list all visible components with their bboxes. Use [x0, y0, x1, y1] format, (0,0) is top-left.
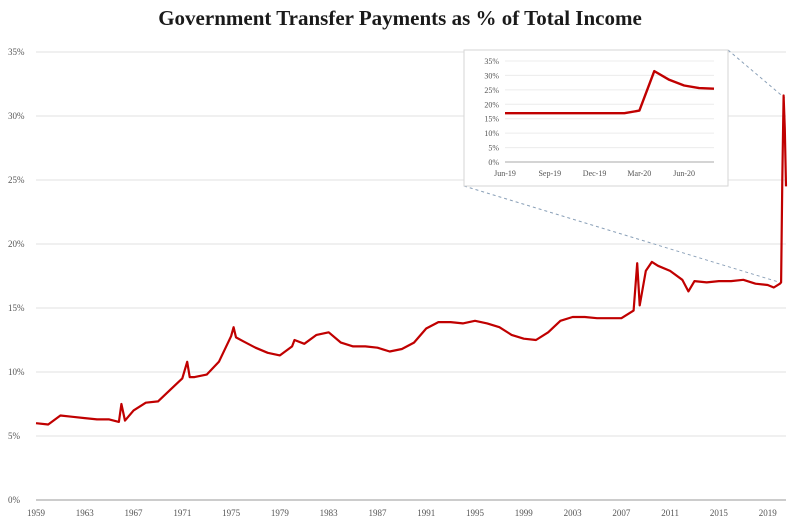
inset-y-tick-label: 35% [484, 57, 499, 66]
x-tick-label: 1963 [76, 508, 95, 518]
y-tick-label: 30% [8, 111, 25, 121]
inset-x-tick-label: Jun-20 [673, 169, 695, 178]
main-x-ticks: 1959 1963 1967 1971 1975 1979 1983 1987 1991 1995… [27, 508, 777, 518]
x-tick-label: 1983 [320, 508, 339, 518]
y-tick-label: 0% [8, 495, 21, 505]
connector-top [727, 49, 786, 99]
series-line [35, 94, 788, 426]
inset-x-tick-label: Jun-19 [494, 169, 516, 178]
inset-y-tick-label: 10% [484, 129, 499, 138]
main-series [35, 94, 788, 426]
x-tick-label: 1967 [125, 508, 144, 518]
x-tick-label: 2003 [564, 508, 583, 518]
x-tick-label: 2015 [710, 508, 729, 518]
x-tick-label: 1979 [271, 508, 290, 518]
connector-bottom [463, 185, 781, 283]
inset-connector-lines [463, 49, 786, 283]
inset-chart: 0% 5% 10% 15% 20% 25% 30% 35% Jun-19 Sep-19 Dec-19… [463, 49, 729, 187]
x-tick-label: 1987 [368, 508, 387, 518]
inset-y-tick-label: 15% [484, 115, 499, 124]
y-tick-label: 20% [8, 239, 25, 249]
x-tick-label: 2011 [661, 508, 679, 518]
inset-y-tick-label: 0% [488, 158, 499, 167]
inset-frame [463, 49, 729, 187]
inset-y-tick-label: 20% [484, 100, 499, 109]
x-tick-label: 1995 [466, 508, 485, 518]
y-tick-label: 15% [8, 303, 25, 313]
y-tick-label: 35% [8, 47, 25, 57]
x-tick-label: 2007 [612, 508, 631, 518]
inset-y-tick-label: 30% [484, 71, 499, 80]
y-tick-label: 25% [8, 175, 25, 185]
x-tick-label: 1971 [173, 508, 191, 518]
inset-x-tick-label: Sep-19 [538, 169, 561, 178]
inset-y-tick-label: 25% [484, 86, 499, 95]
x-tick-label: 1999 [515, 508, 534, 518]
x-tick-label: 1975 [222, 508, 241, 518]
chart-title: Government Transfer Payments as % of Tot… [158, 6, 642, 30]
inset-x-tick-label: Dec-19 [583, 169, 607, 178]
x-tick-label: 1991 [417, 508, 435, 518]
inset-x-tick-label: Mar-20 [627, 169, 651, 178]
inset-y-tick-label: 5% [488, 144, 499, 153]
y-tick-label: 5% [8, 431, 21, 441]
y-tick-label: 10% [8, 367, 25, 377]
main-y-ticks: 0% 5% 10% 15% 20% 25% 30% 35% [8, 47, 25, 505]
x-tick-label: 2019 [759, 508, 778, 518]
x-tick-label: 1959 [27, 508, 46, 518]
inset-series-line [505, 69, 715, 115]
